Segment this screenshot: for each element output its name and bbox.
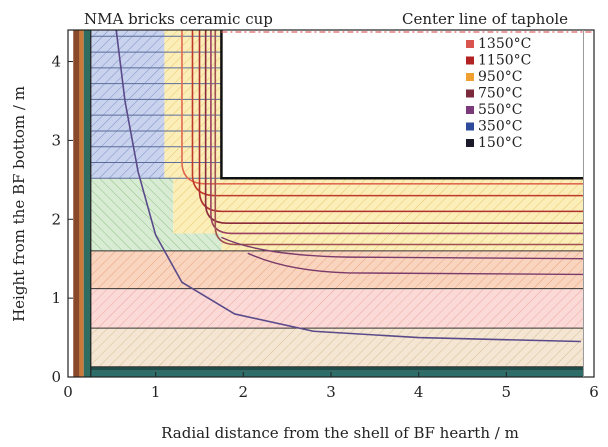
- x-tick-label: 6: [589, 383, 599, 401]
- bottom-carbon-layer: [89, 370, 584, 377]
- y-axis-label: Height from the BF bottom / m: [10, 86, 28, 322]
- hearth-bottom-layer-2: [89, 288, 584, 329]
- isotherm-line-lower: [247, 252, 584, 276]
- legend-swatch: [466, 40, 474, 48]
- ceramic-pad: [221, 178, 584, 251]
- ramming-layer: [89, 233, 222, 251]
- isotherm-lines: [115, 29, 584, 343]
- y-tick-label: 2: [51, 210, 61, 228]
- legend-label: 950°C: [478, 69, 522, 85]
- annotation-left: NMA bricks ceramic cup: [84, 10, 273, 28]
- legend-label: 550°C: [478, 102, 522, 118]
- x-tick-label: 3: [326, 383, 336, 401]
- x-tick-label: 4: [414, 383, 424, 401]
- isotherm-line-lower: [221, 236, 584, 260]
- x-tick-label: 1: [151, 383, 161, 401]
- shell-filler: [79, 30, 84, 377]
- legend-label: 1350°C: [478, 36, 531, 52]
- y-tick-label: 4: [51, 53, 61, 71]
- legend-label: 350°C: [478, 119, 522, 135]
- isotherm-line: [191, 30, 584, 197]
- annotation-right: Center line of taphole: [402, 10, 568, 28]
- legend-label: 150°C: [478, 135, 522, 151]
- carbon-brick-wall: [89, 30, 165, 179]
- y-tick-label: 3: [51, 131, 61, 149]
- legend-swatch: [466, 73, 474, 81]
- y-tick-label: 0: [51, 368, 61, 386]
- axis-ticks: 0 1 2 3 4 5 6 0 1 2 3 4: [51, 53, 598, 401]
- furnace-shell: [73, 30, 80, 377]
- isotherm-150: [115, 29, 581, 343]
- legend-swatch: [466, 122, 474, 131]
- bottom-carbon-layer-2: [89, 366, 584, 371]
- legend-swatch: [466, 56, 474, 65]
- x-axis-label: Radial distance from the shell of BF hea…: [161, 424, 519, 442]
- x-tick-label: 5: [502, 383, 512, 401]
- x-tick-label: 0: [63, 383, 73, 401]
- y-tick-label: 1: [51, 289, 61, 307]
- legend-label: 750°C: [478, 86, 522, 102]
- legend-swatch: [466, 139, 474, 147]
- isotherm-line: [214, 30, 584, 246]
- hot-face-boundary: [220, 30, 584, 180]
- legend-swatch: [466, 89, 474, 98]
- legend-swatch: [466, 106, 474, 114]
- isotherm-line: [181, 30, 584, 185]
- cooling-stave: [83, 30, 91, 377]
- hearth-bottom-layer-1: [89, 328, 584, 367]
- side-wall-lower: [89, 178, 174, 234]
- x-tick-label: 2: [239, 383, 249, 401]
- legend-label: 1150°C: [478, 53, 531, 69]
